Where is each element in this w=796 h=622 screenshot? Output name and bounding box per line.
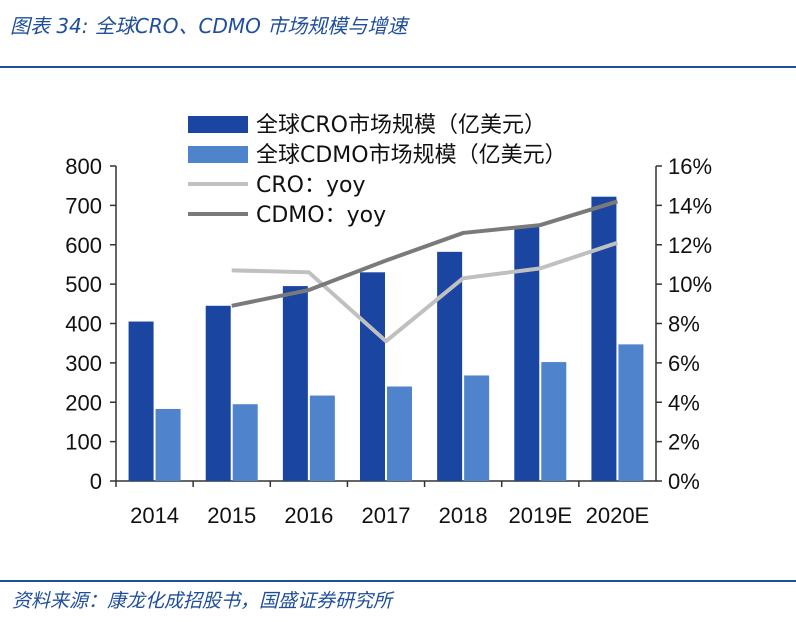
left-tick-label: 600 [65, 233, 102, 258]
cro-yoy-line [231, 240, 619, 344]
right-tick-label: 16% [668, 154, 712, 179]
chart-bars [128, 196, 644, 481]
cro-market-bar [205, 305, 231, 481]
right-tick-label: 10% [668, 272, 712, 297]
cdmo-yoy-line [231, 199, 619, 308]
cdmo-market-bar [155, 408, 181, 481]
right-tick-label: 0% [668, 469, 700, 494]
title-divider [0, 66, 796, 68]
x-tick-label: 2020E [586, 503, 650, 528]
legend-swatch [188, 116, 248, 133]
right-tick-label: 12% [668, 233, 712, 258]
left-tick-label: 500 [65, 272, 102, 297]
right-tick-label: 2% [668, 430, 700, 455]
x-tick-label: 2014 [130, 503, 179, 528]
cro-market-bar [128, 321, 154, 481]
cro-market-bar [591, 196, 617, 481]
cdmo-market-bar [232, 404, 258, 481]
cdmo-market-bar [387, 386, 412, 481]
source-note: 资料来源：康龙化成招股书，国盛证券研究所 [12, 590, 393, 612]
x-tick-label: 2017 [362, 503, 411, 528]
left-tick-label: 800 [65, 154, 102, 179]
legend-label: 全球CRO市场规模（亿美元） [256, 113, 546, 138]
legend-label: 全球CDMO市场规模（亿美元） [256, 143, 567, 168]
chart-lines [231, 199, 619, 344]
x-tick-label: 2015 [207, 503, 256, 528]
cro-market-bar [282, 286, 308, 481]
x-tick-label: 2019E [508, 503, 572, 528]
legend-swatch [188, 146, 248, 163]
right-tick-label: 8% [668, 312, 700, 337]
chart-axes: 0 0% 100 2% 200 4% 300 6% 400 8% 500 10% 600 12% 700 14… [65, 154, 712, 528]
figure-title: 图表 34: 全球CRO、CDMO 市场规模与增速 [10, 14, 408, 38]
cro-market-bar [514, 227, 540, 481]
right-tick-label: 14% [668, 193, 712, 218]
cdmo-market-bar [309, 395, 335, 481]
left-tick-label: 100 [65, 430, 102, 455]
cdmo-market-bar [541, 362, 567, 481]
x-tick-label: 2018 [439, 503, 488, 528]
cdmo-market-bar [464, 375, 490, 481]
left-tick-label: 200 [65, 390, 102, 415]
right-tick-label: 6% [668, 351, 700, 376]
legend-label: CRO：yoy [256, 173, 365, 198]
left-tick-label: 0 [90, 469, 102, 494]
cro-market-bar [437, 251, 463, 481]
x-tick-label: 2016 [284, 503, 333, 528]
right-tick-label: 4% [668, 390, 700, 415]
left-tick-label: 300 [65, 351, 102, 376]
left-tick-label: 700 [65, 193, 102, 218]
cro-market-bar [360, 272, 385, 481]
left-tick-label: 400 [65, 312, 102, 337]
legend-label: CDMO：yoy [256, 203, 386, 228]
chart-legend: 全球CRO市场规模（亿美元） 全球CDMO市场规模（亿美元） CRO：yoy CDMO… [188, 113, 567, 228]
source-divider [0, 580, 796, 582]
cdmo-market-bar [618, 344, 644, 481]
